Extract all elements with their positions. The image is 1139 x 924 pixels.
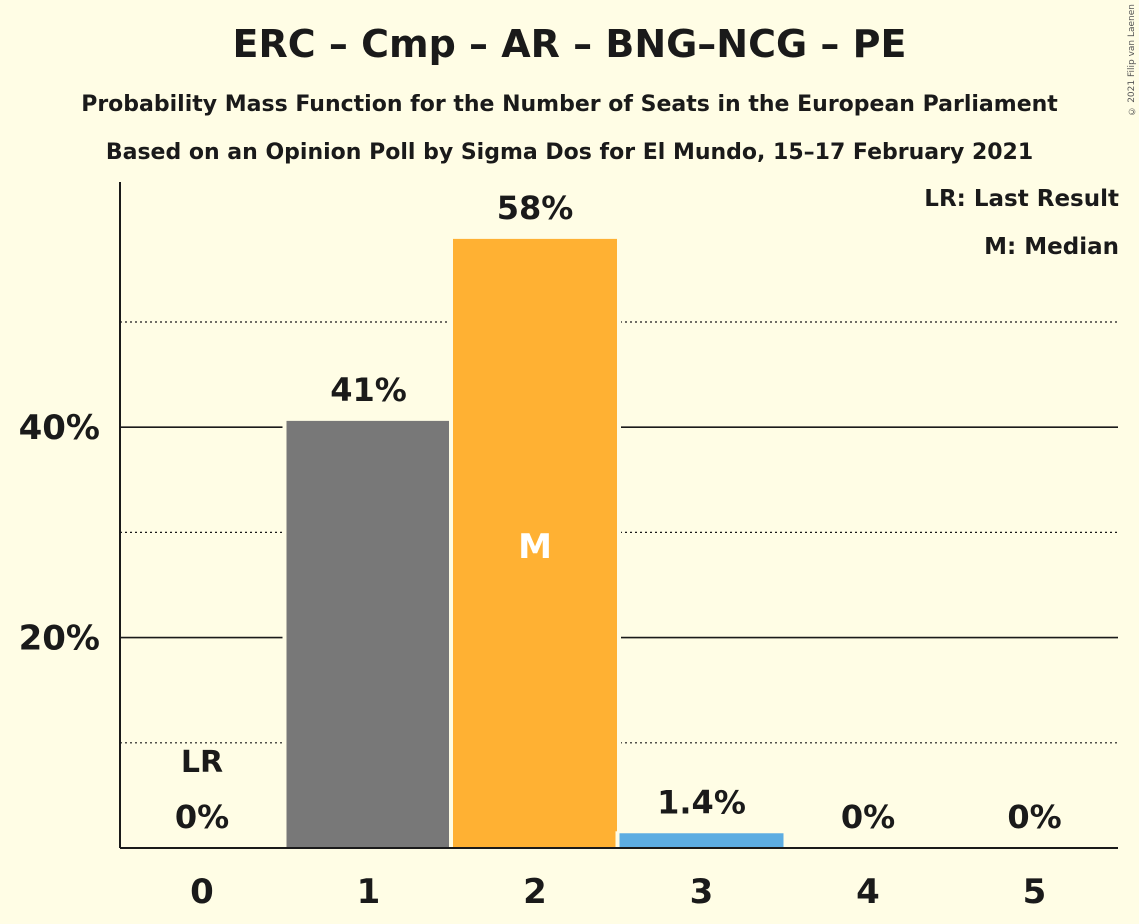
x-tick-label: 0	[190, 872, 214, 912]
y-tick-label: 20%	[19, 619, 100, 659]
x-tick-label: 1	[357, 872, 381, 912]
y-tick-label: 40%	[19, 408, 100, 448]
chart-title: ERC – Cmp – AR – BNG–NCG – PE	[232, 22, 907, 66]
x-tick-label: 5	[1023, 872, 1047, 912]
x-tick-label: 3	[690, 872, 714, 912]
last-result-marker: LR	[181, 745, 223, 780]
legend-last-result: LR: Last Result	[924, 186, 1119, 212]
chart-source: Based on an Opinion Poll by Sigma Dos fo…	[105, 140, 1034, 165]
bar-value-label: 58%	[497, 189, 574, 227]
bar-value-label: 41%	[330, 371, 407, 409]
bar	[619, 833, 784, 848]
bar	[453, 238, 617, 849]
x-tick-label: 2	[523, 872, 547, 912]
bar-value-label: 0%	[841, 798, 895, 836]
bar	[286, 420, 451, 848]
x-tick-label: 4	[856, 872, 880, 912]
bar-value-label: 0%	[1007, 798, 1061, 836]
legend-median: M: Median	[984, 234, 1119, 260]
bar-value-label: 1.4%	[657, 783, 746, 821]
chart-subtitle: Probability Mass Function for the Number…	[81, 92, 1058, 117]
bar-value-label: 0%	[175, 798, 229, 836]
median-marker: M	[518, 527, 552, 567]
